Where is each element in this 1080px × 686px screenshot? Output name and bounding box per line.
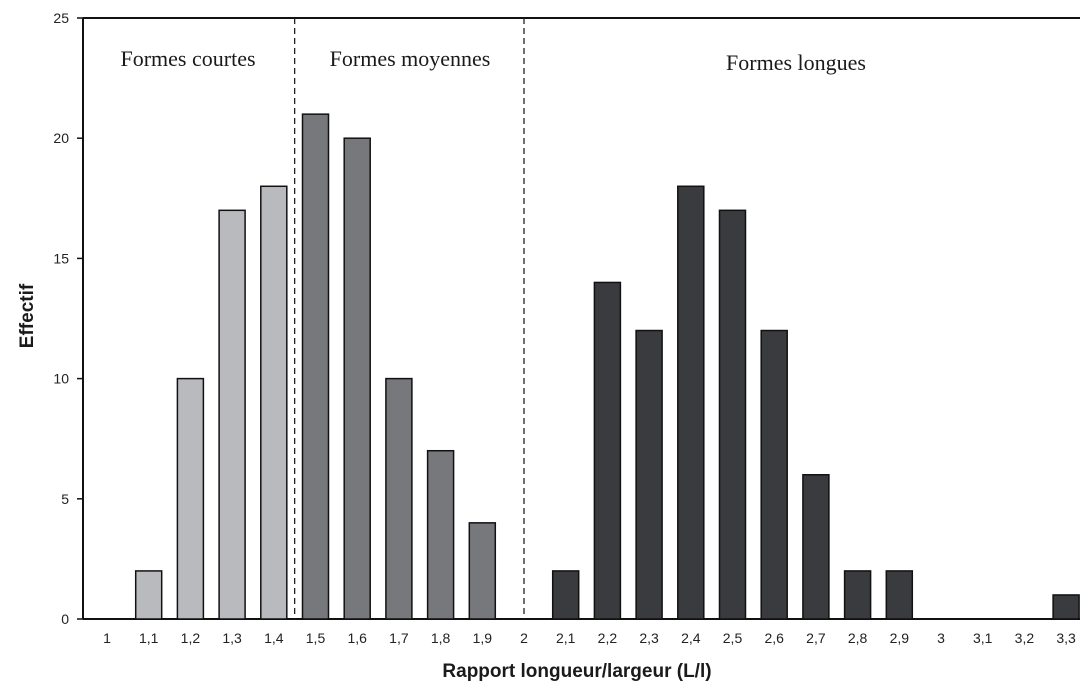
zone-label-short: Formes courtes [120, 46, 255, 71]
x-tick-label: 2,2 [598, 630, 618, 646]
x-tick-label: 1,7 [389, 630, 409, 646]
zone-label-long: Formes longues [726, 50, 866, 75]
x-tick-label: 1,6 [347, 630, 367, 646]
bar [843, 570, 872, 620]
zone-label-medium: Formes moyennes [330, 46, 491, 71]
bars [134, 113, 1080, 620]
bar [718, 209, 747, 620]
bar [218, 209, 246, 620]
x-tick-label: 1,4 [264, 630, 284, 646]
y-tick-label: 10 [53, 371, 69, 387]
x-tick-label: 2,5 [723, 630, 743, 646]
bar [885, 570, 914, 620]
x-tick-label: 2,3 [639, 630, 659, 646]
y-tick-label: 25 [53, 10, 69, 26]
x-tick-label: 1,1 [139, 630, 159, 646]
x-ticks: 1 1,1 1,2 1,3 1,4 1,5 1,6 1,7 1,8 1,9 2 2,1 2,2 2,3 2,… [103, 630, 1076, 646]
x-tick-label: 3,3 [1056, 630, 1076, 646]
bar [635, 329, 663, 620]
bar [134, 570, 163, 620]
y-tick-label: 5 [61, 491, 69, 507]
bar [301, 113, 330, 620]
bar [677, 185, 705, 620]
x-tick-label: 1,2 [181, 630, 201, 646]
bar [385, 377, 413, 620]
x-tick-label: 2,4 [681, 630, 701, 646]
bar [176, 377, 205, 620]
x-tick-label: 1 [103, 630, 111, 646]
x-tick-label: 2,6 [764, 630, 784, 646]
x-tick-label: 2,7 [806, 630, 826, 646]
x-tick-label: 2,9 [890, 630, 910, 646]
bar [468, 522, 497, 620]
x-tick-label: 3 [937, 630, 945, 646]
bar [760, 329, 788, 620]
bar [802, 474, 830, 620]
y-tick-label: 20 [53, 130, 69, 146]
x-tick-label: 3,2 [1015, 630, 1035, 646]
x-axis-title: Rapport longueur/largeur (L/l) [442, 661, 711, 682]
x-tick-label: 2 [520, 630, 528, 646]
bar [426, 449, 455, 620]
bar [260, 185, 288, 620]
bar [551, 570, 580, 620]
zone-labels: Formes courtes Formes moyennes Formes lo… [120, 46, 865, 75]
axes [82, 17, 1080, 620]
y-ticks: 0 5 10 15 20 25 [53, 10, 83, 627]
x-tick-label: 2,8 [848, 630, 868, 646]
x-tick-label: 1,9 [473, 630, 493, 646]
y-tick-label: 0 [61, 611, 69, 627]
y-axis-title: Effectif [17, 283, 38, 348]
x-tick-label: 1,8 [431, 630, 451, 646]
bar [593, 281, 622, 620]
x-tick-label: 3,1 [973, 630, 993, 646]
bar [1052, 594, 1080, 620]
zone-dividers [293, 18, 525, 619]
bar [343, 137, 371, 620]
x-tick-label: 1,3 [222, 630, 242, 646]
x-tick-label: 1,5 [306, 630, 326, 646]
y-tick-label: 15 [53, 250, 69, 266]
x-tick-label: 2,1 [556, 630, 576, 646]
